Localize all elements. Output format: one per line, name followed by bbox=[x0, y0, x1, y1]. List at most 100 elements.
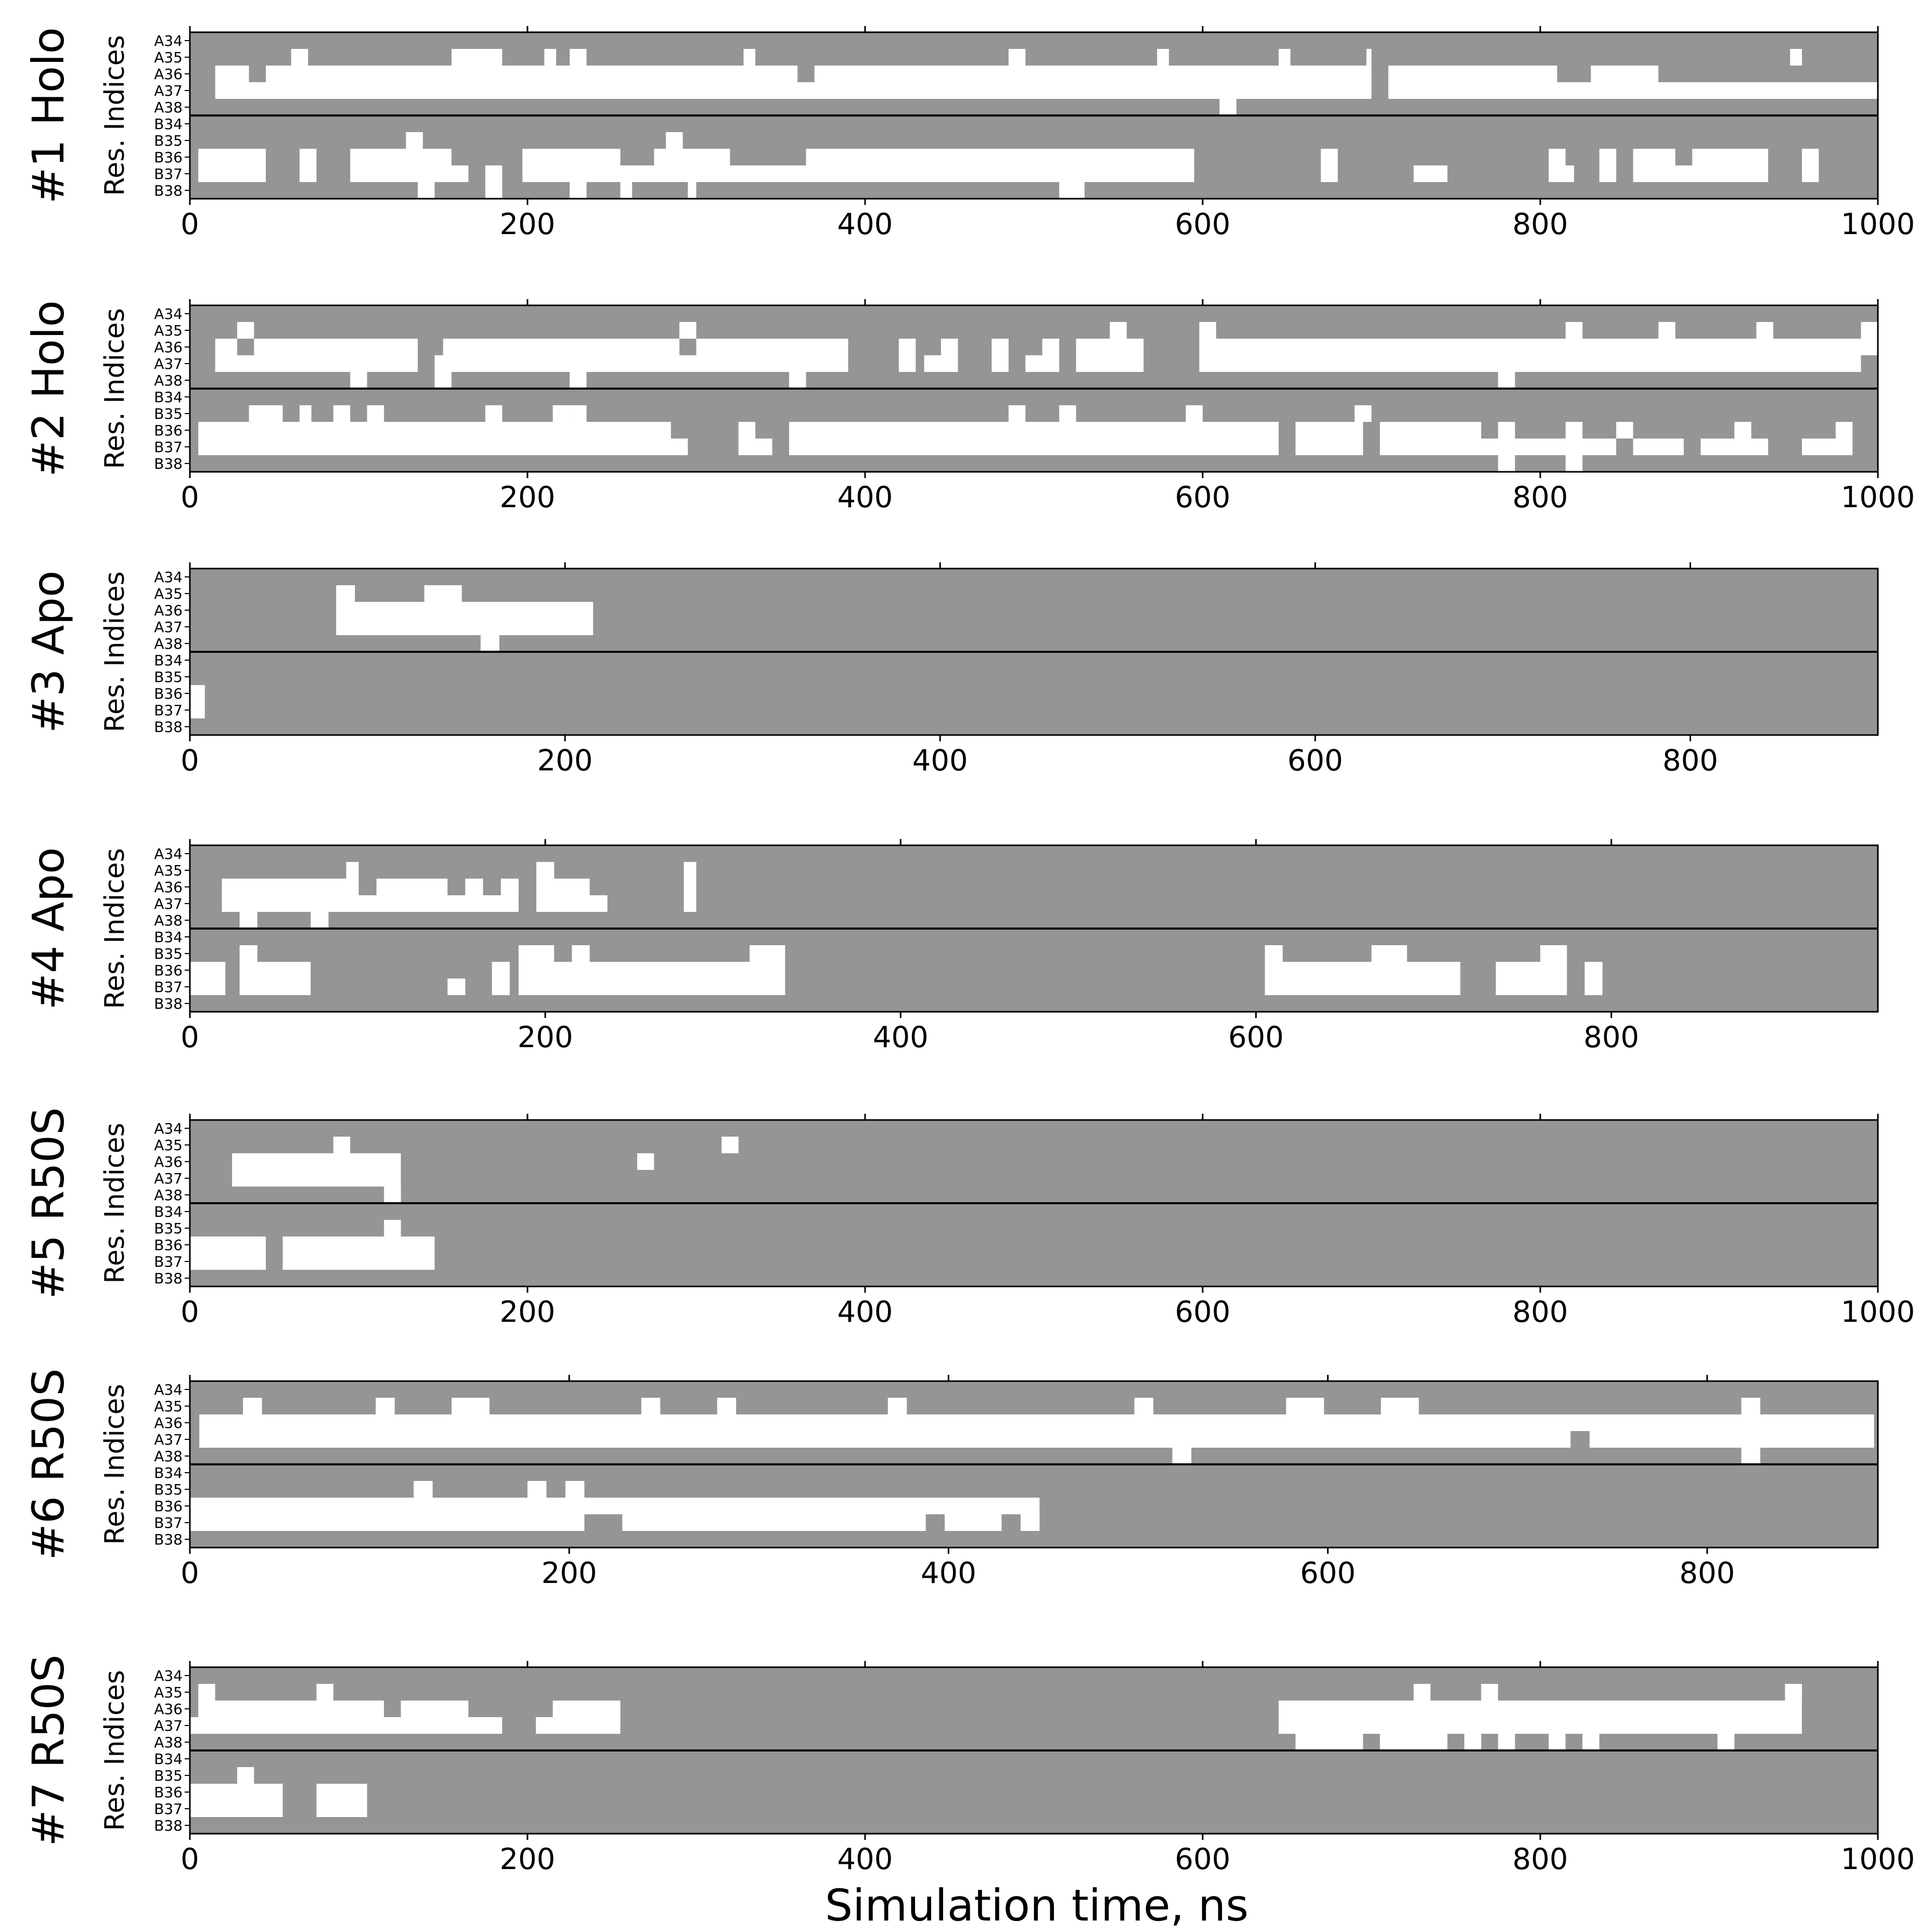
occupancy-cell bbox=[198, 149, 266, 165]
x-tick-label: 200 bbox=[518, 1021, 573, 1054]
residue-label: B35 bbox=[154, 132, 183, 149]
residue-label: B36 bbox=[154, 149, 183, 166]
panel-2: 0 200 400 600 800 1000A34A35A36A37A38B34B35B3… bbox=[23, 299, 1915, 514]
residue-label: A38 bbox=[154, 912, 183, 929]
x-tick-label: 0 bbox=[181, 1843, 199, 1876]
occupancy-cell bbox=[536, 862, 555, 879]
residue-label: B34 bbox=[154, 1203, 183, 1220]
occupancy-cell bbox=[333, 405, 351, 422]
occupancy-cell bbox=[1633, 439, 1684, 455]
occupancy-cell bbox=[215, 66, 249, 82]
residue-label: B38 bbox=[154, 182, 183, 199]
occupancy-cell bbox=[518, 962, 785, 978]
residue-label: A36 bbox=[154, 602, 183, 619]
occupancy-cell bbox=[536, 895, 608, 912]
occupancy-cell bbox=[1589, 1431, 1874, 1448]
residue-label: B37 bbox=[154, 165, 183, 183]
occupancy-cell bbox=[367, 405, 384, 422]
occupancy-cell bbox=[222, 895, 519, 912]
occupancy-cell bbox=[1413, 1684, 1431, 1701]
occupancy-cell bbox=[424, 585, 462, 602]
occupancy-cell bbox=[215, 339, 237, 355]
plot-frame bbox=[189, 844, 1879, 1013]
occupancy-cell bbox=[1279, 1717, 1802, 1734]
occupancy-cell bbox=[485, 405, 502, 422]
residue-label: A35 bbox=[154, 1684, 183, 1701]
residue-label: A35 bbox=[154, 49, 183, 66]
occupancy-cell bbox=[789, 422, 1279, 439]
occupancy-cell bbox=[641, 1398, 661, 1414]
x-axis-label: Simulation time, ns bbox=[825, 1880, 1248, 1931]
occupancy-cell bbox=[190, 1253, 266, 1270]
occupancy-cell bbox=[237, 1767, 254, 1784]
occupancy-cell bbox=[1219, 99, 1236, 115]
occupancy-cell bbox=[552, 1701, 621, 1717]
occupancy-cell bbox=[198, 422, 671, 439]
occupancy-cell bbox=[1584, 962, 1603, 978]
occupancy-cell bbox=[336, 585, 355, 602]
occupancy-cell bbox=[1110, 322, 1127, 339]
occupancy-cell bbox=[1295, 439, 1363, 455]
occupancy-cell bbox=[1059, 182, 1085, 199]
plot-frame bbox=[189, 1666, 1879, 1835]
occupancy-cell bbox=[190, 1800, 283, 1817]
x-tick-label: 400 bbox=[837, 208, 893, 241]
occupancy-cell bbox=[1633, 149, 1676, 165]
occupancy-cell bbox=[198, 439, 688, 455]
x-tick-label: 800 bbox=[1679, 1556, 1735, 1590]
residue-label: A37 bbox=[154, 1717, 183, 1734]
residue-label: A37 bbox=[154, 355, 183, 372]
occupancy-cell bbox=[485, 165, 502, 182]
occupancy-cell bbox=[806, 149, 1194, 165]
x-tick-label: 800 bbox=[1663, 744, 1718, 778]
occupancy-cell bbox=[239, 978, 311, 995]
occupancy-cell bbox=[198, 165, 266, 182]
x-tick-label: 1000 bbox=[1841, 1843, 1915, 1876]
occupancy-cell bbox=[1498, 1734, 1515, 1750]
occupancy-cell bbox=[1413, 165, 1448, 182]
occupancy-cell bbox=[350, 165, 469, 182]
occupancy-cell bbox=[1498, 455, 1515, 472]
x-tick-label: 800 bbox=[1513, 481, 1568, 514]
plot-frame bbox=[189, 1119, 1879, 1287]
x-tick-label: 0 bbox=[181, 1556, 199, 1590]
occupancy-cell bbox=[1265, 978, 1461, 995]
occupancy-cell bbox=[1388, 82, 1878, 99]
x-tick-label: 400 bbox=[837, 481, 893, 514]
occupancy-cell bbox=[1042, 339, 1060, 355]
occupancy-cell bbox=[1565, 422, 1583, 439]
residue-label: A34 bbox=[154, 1120, 183, 1137]
occupancy-cell bbox=[898, 339, 916, 355]
occupancy-cell bbox=[1464, 1734, 1481, 1750]
residue-label: B38 bbox=[154, 1270, 183, 1287]
x-tick-label: 400 bbox=[837, 1843, 893, 1876]
occupancy-cell bbox=[316, 1800, 367, 1817]
occupancy-cell bbox=[282, 1237, 435, 1253]
panel-title: #1 Holo bbox=[23, 27, 74, 204]
occupancy-cell bbox=[336, 602, 594, 619]
occupancy-cell bbox=[1549, 1734, 1566, 1750]
occupancy-cell bbox=[789, 439, 1279, 455]
residue-label: A34 bbox=[154, 1381, 183, 1398]
occupancy-cell bbox=[1371, 945, 1407, 962]
residue-label: B34 bbox=[154, 1464, 183, 1482]
occupancy-cell bbox=[237, 322, 254, 339]
x-tick-label: 400 bbox=[921, 1556, 976, 1590]
occupancy-cell bbox=[350, 149, 452, 165]
residue-label: A36 bbox=[154, 1153, 183, 1170]
occupancy-cell bbox=[1199, 355, 1861, 372]
occupancy-cell bbox=[1540, 945, 1567, 962]
occupancy-cell bbox=[887, 1398, 907, 1414]
residue-label: B35 bbox=[154, 1481, 183, 1498]
x-tick-label: 600 bbox=[1300, 1556, 1356, 1590]
occupancy-cell bbox=[1295, 1734, 1363, 1750]
occupancy-cell bbox=[570, 182, 587, 199]
occupancy-cell bbox=[190, 962, 226, 978]
occupancy-cell bbox=[239, 962, 311, 978]
occupancy-cell bbox=[215, 355, 418, 372]
occupancy-cell bbox=[1481, 1684, 1498, 1701]
residue-label: B37 bbox=[154, 439, 183, 456]
residue-label: A35 bbox=[154, 322, 183, 339]
residue-label: B37 bbox=[154, 1800, 183, 1818]
